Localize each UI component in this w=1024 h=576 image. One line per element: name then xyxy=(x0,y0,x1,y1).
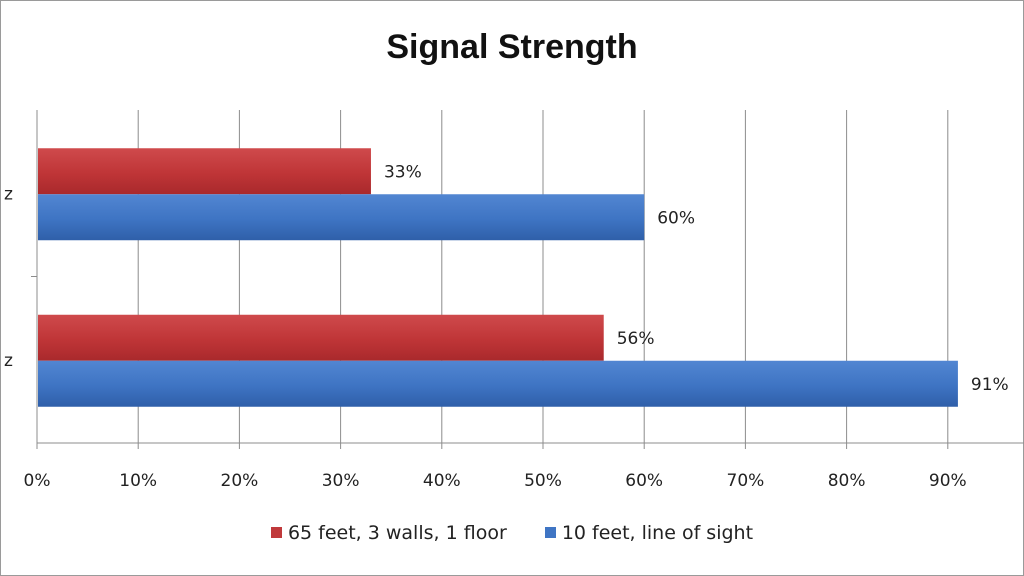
data-label: 60% xyxy=(657,208,695,228)
legend-label-series-2: 10 feet, line of sight xyxy=(561,521,754,544)
bar-series-2 xyxy=(38,360,958,407)
x-tick-label: 90% xyxy=(929,471,967,491)
legend-item-series-1: 65 feet, 3 walls, 1 floor xyxy=(270,521,507,544)
data-label: 91% xyxy=(971,375,1009,395)
x-tick-label: 30% xyxy=(322,471,360,491)
bar-series-2 xyxy=(38,194,645,241)
legend-label-series-1: 65 feet, 3 walls, 1 floor xyxy=(287,521,507,544)
bar-series-1 xyxy=(38,148,371,195)
category-label: z xyxy=(4,351,13,371)
category-label: z xyxy=(4,184,13,204)
x-tick-label: 10% xyxy=(119,471,157,491)
x-tick-label: 70% xyxy=(727,471,765,491)
x-tick-label: 80% xyxy=(828,471,866,491)
x-tick-label: 60% xyxy=(625,471,663,491)
legend-swatch-series-1 xyxy=(270,527,282,538)
chart-legend: 65 feet, 3 walls, 1 floor 10 feet, line … xyxy=(0,521,1024,544)
x-tick-label: 50% xyxy=(524,471,562,491)
data-label: 33% xyxy=(384,162,422,182)
legend-item-series-2: 10 feet, line of sight xyxy=(544,521,754,544)
legend-swatch-series-2 xyxy=(544,527,556,538)
chart-title: Signal Strength xyxy=(386,28,638,66)
data-label: 56% xyxy=(617,329,655,349)
x-tick-label: 0% xyxy=(24,471,51,491)
x-tick-label: 20% xyxy=(221,471,259,491)
x-tick-label: 40% xyxy=(423,471,461,491)
bar-series-1 xyxy=(38,314,604,361)
